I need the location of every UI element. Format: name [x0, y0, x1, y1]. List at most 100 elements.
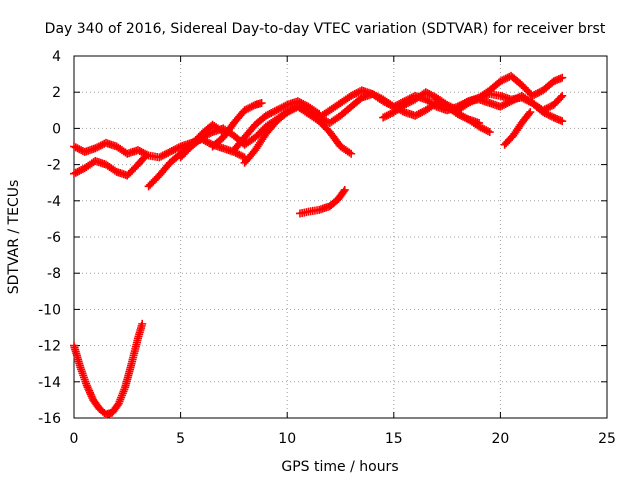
- data-point: [453, 109, 462, 118]
- data-point: [240, 106, 249, 115]
- data-point: [523, 96, 532, 105]
- data-point: [93, 143, 102, 152]
- data-point: [475, 122, 484, 131]
- data-point: [526, 108, 535, 117]
- data-point: [96, 141, 105, 150]
- data-point: [400, 100, 409, 109]
- data-point: [535, 88, 544, 97]
- data-point: [380, 98, 389, 107]
- data-point: [384, 99, 393, 108]
- data-point: [498, 101, 507, 110]
- data-point: [501, 74, 510, 83]
- data-point: [421, 88, 430, 97]
- x-tick-label: 10: [278, 431, 296, 447]
- series-pass-12: [500, 108, 535, 149]
- data-point: [379, 97, 388, 106]
- axis-ticks: [73, 55, 608, 419]
- series-pass-10: [453, 90, 567, 115]
- data-point: [347, 91, 356, 100]
- data-point: [414, 109, 423, 118]
- data-point: [539, 106, 548, 115]
- chart-title: Day 340 of 2016, Sidereal Day-to-day VTE…: [45, 21, 606, 37]
- x-tick-labels: 0 5 10 15 20 25: [70, 431, 616, 447]
- data-point: [556, 93, 565, 102]
- data-point: [70, 142, 78, 151]
- data-point: [257, 99, 266, 108]
- data-point: [519, 94, 528, 103]
- data-point: [245, 103, 254, 112]
- data-point: [354, 88, 363, 97]
- y-tick-label: -14: [38, 375, 61, 391]
- data-point: [268, 108, 277, 117]
- data-point: [277, 103, 286, 112]
- data-point: [386, 100, 395, 109]
- data-point: [235, 150, 244, 159]
- data-point: [496, 102, 505, 111]
- plot-frame: [73, 55, 608, 419]
- y-tick-label: 0: [52, 121, 61, 137]
- data-point: [547, 112, 556, 121]
- data-point: [483, 127, 492, 136]
- x-tick-label: 25: [598, 431, 616, 447]
- data-point: [157, 152, 166, 161]
- data-point: [482, 126, 491, 135]
- data-point: [404, 99, 413, 108]
- data-point: [558, 117, 567, 126]
- data-point: [270, 107, 279, 116]
- y-tick-label: -10: [38, 302, 61, 318]
- data-point: [476, 123, 485, 132]
- data-point: [459, 99, 468, 108]
- y-tick-label: -16: [38, 411, 61, 427]
- data-point: [71, 143, 80, 152]
- data-point: [425, 90, 434, 99]
- data-point: [139, 154, 148, 163]
- data-point: [379, 113, 388, 122]
- data-point: [427, 90, 436, 99]
- data-point: [205, 138, 214, 147]
- data-point: [480, 125, 489, 134]
- data-point: [428, 91, 437, 100]
- data-point: [169, 146, 178, 155]
- data-point: [162, 149, 171, 158]
- data-point: [496, 77, 505, 86]
- data-point: [386, 109, 395, 118]
- data-point: [158, 151, 167, 160]
- data-point: [165, 147, 174, 156]
- data-point: [430, 101, 439, 110]
- data-point: [558, 73, 567, 82]
- data-point: [530, 90, 539, 99]
- data-point: [540, 105, 549, 114]
- data-point: [164, 148, 173, 157]
- data-point: [558, 91, 567, 100]
- data-point: [485, 128, 494, 137]
- series-pass-14: [70, 319, 147, 419]
- data-point: [380, 112, 389, 121]
- data-point: [261, 111, 270, 120]
- data-point: [411, 111, 420, 120]
- y-tick-label: 2: [52, 85, 61, 101]
- y-tick-label: -6: [47, 230, 61, 246]
- x-axis-label: GPS time / hours: [281, 459, 398, 475]
- data-point: [418, 108, 427, 117]
- data-point: [98, 140, 107, 149]
- data-point: [133, 146, 142, 155]
- data-point: [524, 97, 533, 106]
- data-point: [281, 101, 290, 110]
- data-point: [460, 99, 469, 108]
- data-point: [110, 166, 119, 175]
- data-point: [517, 93, 526, 102]
- data-point: [247, 102, 256, 111]
- data-point: [233, 149, 242, 158]
- data-point: [457, 111, 466, 120]
- data-point: [382, 99, 391, 108]
- data-point: [459, 112, 468, 121]
- data-point: [267, 109, 276, 118]
- y-tick-label: -8: [47, 266, 61, 282]
- data-point: [75, 166, 84, 175]
- data-point: [528, 91, 537, 100]
- data-point: [73, 167, 82, 176]
- data-point: [384, 110, 393, 119]
- data-point: [274, 105, 283, 114]
- data-point: [203, 137, 212, 146]
- data-point: [423, 89, 432, 98]
